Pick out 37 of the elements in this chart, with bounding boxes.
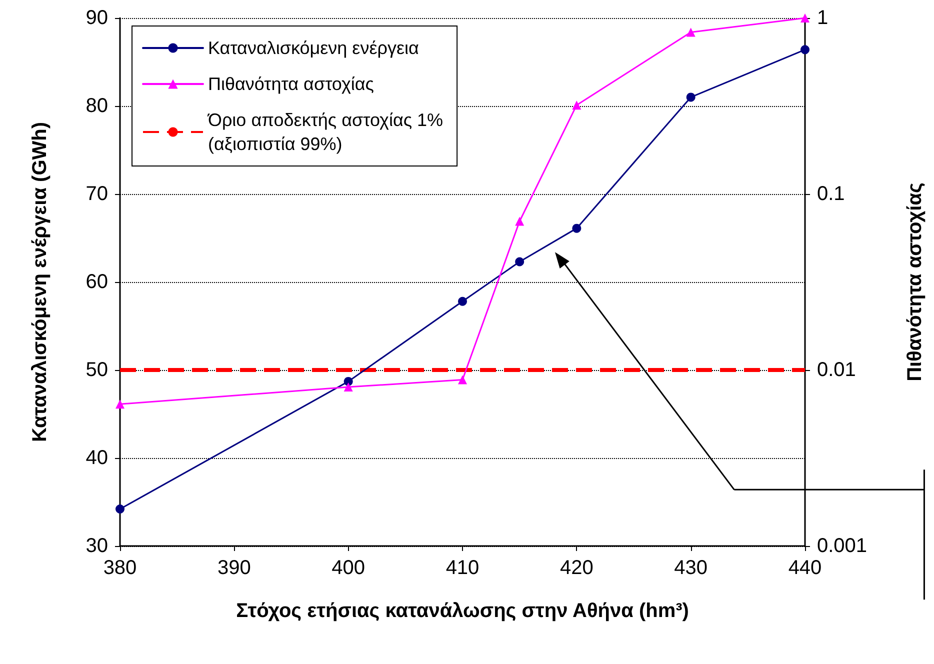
legend-label: Όριο αποδεκτής αστοχίας 1% (αξιοπιστία 99%) — [207, 110, 444, 154]
point — [116, 504, 124, 514]
y2-tick-label: 1 — [817, 7, 828, 29]
point — [800, 45, 810, 54]
x-tick-label: 380 — [103, 557, 137, 579]
x-tick-label: 420 — [560, 557, 594, 579]
point — [686, 28, 696, 37]
y-tick-label: 60 — [86, 271, 108, 293]
y-tick-label: 30 — [86, 535, 108, 557]
y-tick-label: 50 — [86, 359, 108, 381]
point — [572, 224, 582, 233]
point — [458, 296, 467, 306]
point — [116, 400, 124, 409]
y-tick-label: 90 — [86, 7, 108, 29]
point — [686, 92, 696, 102]
x-tick-label: 400 — [332, 557, 366, 579]
legend-label: Καταναλισκόμενη ενέργεια — [208, 38, 419, 58]
y-tick-label: 70 — [86, 183, 108, 205]
y2-tick-label: 0.001 — [817, 535, 868, 557]
y2-tick-label: 0.1 — [817, 183, 845, 205]
y-tick-label: 40 — [86, 447, 108, 469]
x-tick-label: 440 — [788, 557, 822, 579]
point — [515, 257, 524, 266]
x-axis-title: Στόχος ετήσιας κατανάλωσης στην Αθήνα (hm³) — [236, 600, 689, 622]
point — [572, 100, 582, 110]
x-tick-label: 410 — [446, 557, 480, 579]
legend-label: Πιθανότητα αστοχίας — [208, 74, 374, 94]
y2-tick-label: 0.01 — [817, 359, 856, 381]
point — [515, 216, 524, 226]
x-tick-label: 390 — [217, 557, 251, 579]
y-tick-label: 80 — [86, 95, 108, 117]
point — [344, 376, 353, 386]
y2-axis-title: Πιθανότητα αστοχίας — [904, 182, 926, 382]
x-tick-label: 430 — [674, 557, 708, 579]
point — [344, 382, 353, 392]
y-axis-title: Καταναλισκόμενη ενέργεια (GWh) — [29, 122, 51, 442]
point — [458, 375, 467, 384]
